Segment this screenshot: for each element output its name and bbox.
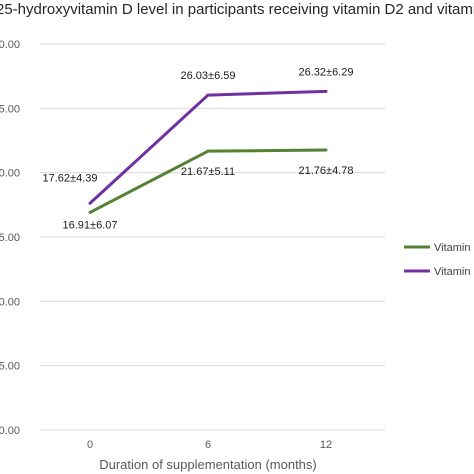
legend-label: Vitamin	[434, 242, 470, 254]
grid-layer	[40, 43, 385, 431]
y-tick-label: 5.00	[0, 361, 20, 373]
series-line-1	[89, 148, 327, 214]
data-point	[88, 201, 92, 205]
data-label: 21.67±5.11	[181, 166, 235, 178]
y-tick-labels: 0.00 5.00 0.00 5.00 0.00 5.00 0.00	[0, 39, 20, 437]
series-layer	[88, 89, 328, 214]
data-label-layer: 16.91±6.07 21.67±5.11 21.76±4.78 17.62±4.39…	[43, 66, 354, 231]
legend: Vitamin Vitamin	[404, 242, 470, 278]
y-tick-label: 5.00	[0, 103, 20, 115]
data-point	[88, 210, 92, 214]
data-point	[324, 89, 328, 93]
x-axis-label: Duration of supplementation (months)	[99, 457, 317, 472]
data-point	[206, 149, 210, 153]
legend-label: Vitamin	[434, 266, 470, 278]
y-tick-label: 0.00	[0, 39, 20, 51]
data-label: 17.62±4.39	[43, 172, 98, 184]
data-label: 16.91±6.07	[63, 219, 118, 231]
data-point	[324, 148, 328, 152]
y-tick-label: 0.00	[0, 296, 20, 308]
y-tick-label: 0.00	[0, 425, 20, 437]
data-label: 26.03±6.59	[181, 70, 236, 82]
x-tick-label: 6	[205, 439, 211, 451]
x-tick-label: 0	[87, 439, 93, 451]
x-tick-labels: 0 6 12	[87, 439, 332, 451]
chart-title: 25-hydroxyvitamin D level in participant…	[0, 1, 474, 18]
data-label: 21.76±4.78	[299, 165, 354, 177]
y-tick-label: 0.00	[0, 168, 20, 180]
data-point	[206, 93, 210, 97]
y-tick-label: 5.00	[0, 232, 20, 244]
x-tick-label: 12	[320, 439, 332, 451]
data-label: 26.32±6.29	[299, 66, 354, 78]
